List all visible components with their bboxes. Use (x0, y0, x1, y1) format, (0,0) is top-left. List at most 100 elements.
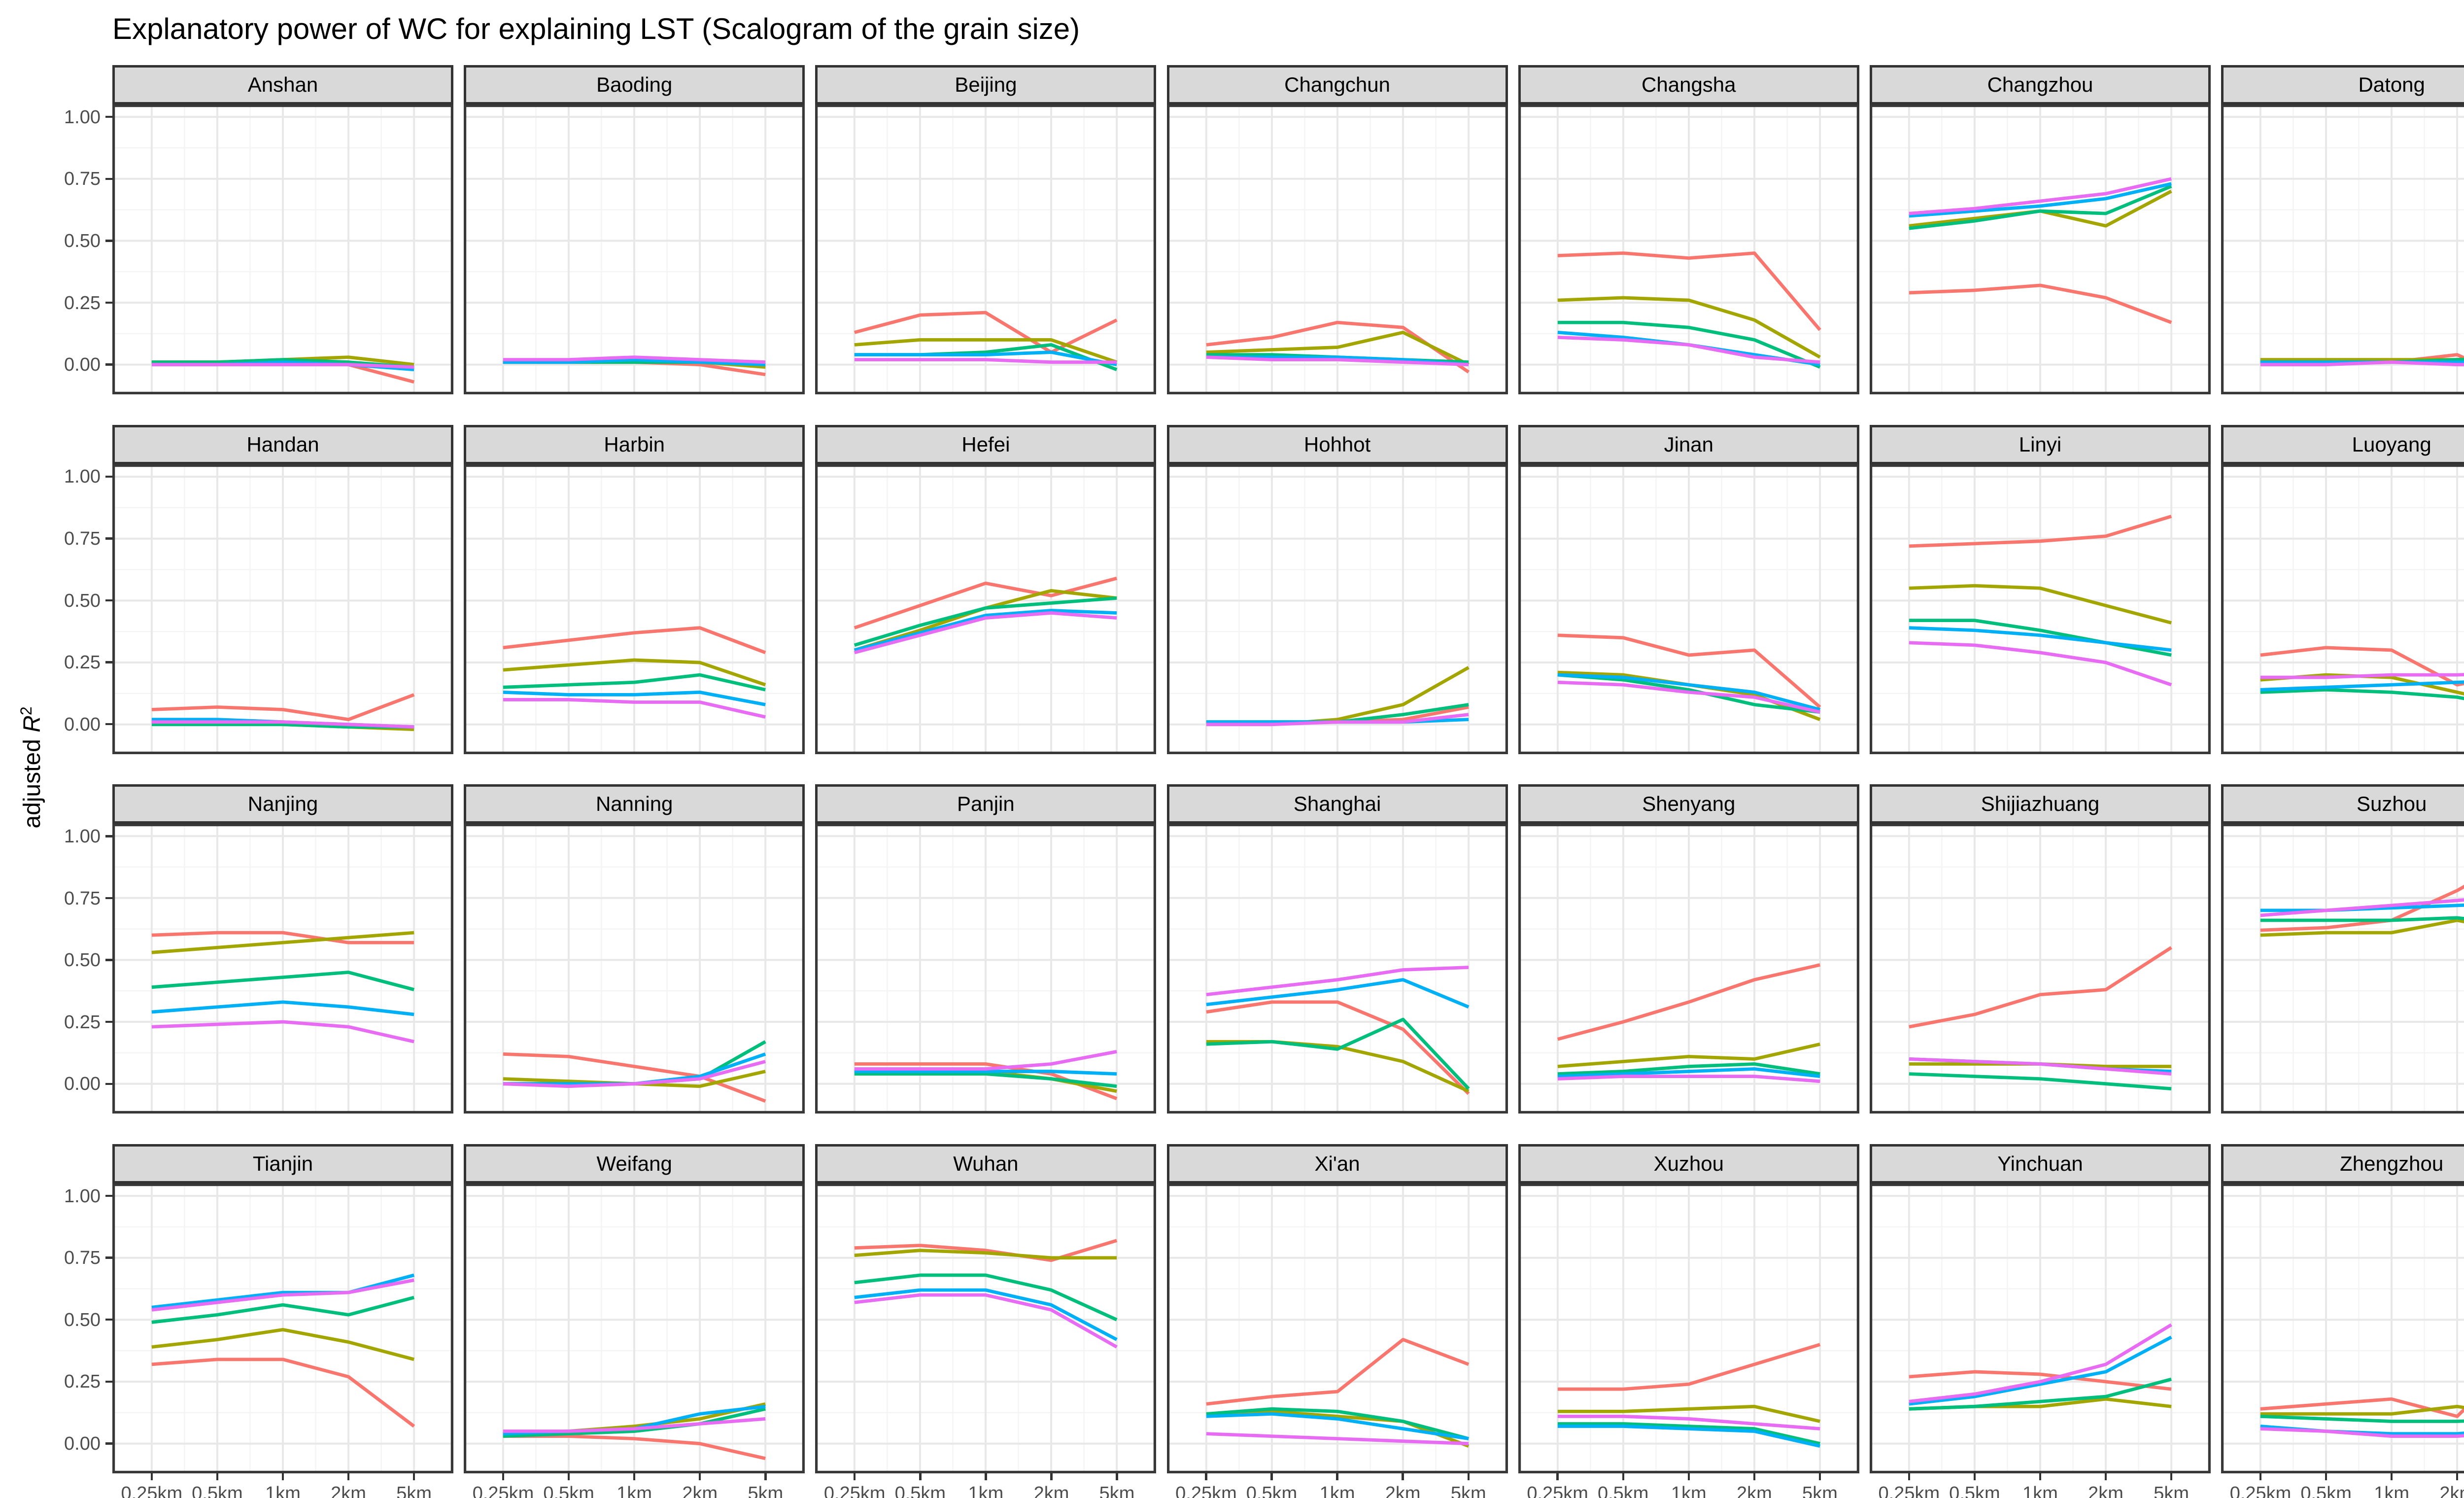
facet-panel (1870, 105, 2211, 394)
panel-plot (2221, 824, 2464, 1114)
x-axis-tick (2039, 1473, 2042, 1480)
y-axis-title: adjusted R2 (17, 689, 46, 846)
x-axis-tick (1467, 1473, 1470, 1480)
panel-plot (815, 1183, 1157, 1473)
x-axis-tick (502, 1473, 505, 1480)
x-tick-label: 2km (1385, 1483, 1421, 1498)
x-tick-label: 5km (396, 1483, 432, 1498)
panel-border (2221, 1183, 2464, 1473)
series-line-20km (2260, 1397, 2464, 1418)
facet-strip-label: Linyi (2019, 432, 2062, 456)
facet-panel (1166, 824, 1508, 1114)
y-axis-tick (105, 1442, 112, 1445)
facet-panel (112, 1183, 453, 1473)
y-axis-tick (105, 363, 112, 366)
x-tick-label: 2km (1736, 1483, 1772, 1498)
x-tick-label: 2km (682, 1483, 718, 1498)
series-line-40km (854, 596, 1117, 647)
facet-strip: Harbin (464, 424, 805, 464)
series-line-40km (151, 971, 415, 992)
panel-plot (1518, 105, 1859, 394)
facet-panel (1870, 1183, 2211, 1473)
facet-xian: Xi'an (1166, 1144, 1508, 1473)
y-axis-tick (105, 537, 112, 540)
facet-shenyang: Shenyang (1518, 784, 1859, 1114)
series-line-60km (1909, 1323, 2172, 1403)
series-line-60km (854, 1293, 1118, 1349)
panel-plot (112, 105, 453, 394)
series-line-40km (854, 1273, 1118, 1322)
facet-linyi: Linyi (1870, 424, 2211, 754)
y-axis-tick (105, 723, 112, 726)
panel-border (2221, 105, 2464, 394)
series-line-40km (1206, 1407, 1469, 1440)
x-tick-label: 1km (616, 1483, 652, 1498)
y-tick-label: 0.50 (64, 950, 101, 971)
series-line-40km (1909, 1072, 2172, 1091)
facet-panjin: Panjin (815, 784, 1157, 1114)
panel-border (1166, 464, 1508, 754)
x-tick-label: 0.5km (1246, 1483, 1298, 1498)
x-tick-label: 0.5km (1949, 1483, 2000, 1498)
x-axis-tick (1205, 1473, 1207, 1480)
facet-strip: Hohhot (1166, 424, 1508, 464)
x-axis-tick (1402, 1473, 1404, 1480)
x-axis-tick (1556, 1473, 1559, 1480)
y-axis-tick (105, 475, 112, 478)
facet-strip-label: Anshan (247, 73, 318, 96)
facet-strip-label: Shanghai (1293, 792, 1381, 816)
facet-panel (464, 105, 805, 394)
facet-shanghai: Shanghai (1166, 784, 1508, 1114)
series-line-40km (1206, 1017, 1470, 1090)
facet-panel (112, 824, 453, 1114)
facet-panel (464, 464, 805, 754)
x-axis-tick (699, 1473, 701, 1480)
facet-luoyang: Luoyang (2221, 424, 2464, 754)
facet-panel (1518, 1183, 1859, 1473)
facet-strip: Hefei (815, 424, 1157, 464)
series-line-40km (1557, 1422, 1820, 1445)
panel-plot (1166, 105, 1508, 394)
facet-strip: Nanjing (112, 784, 453, 824)
series-line-50km (1909, 626, 2172, 652)
y-axis-tick (105, 1380, 112, 1383)
series-line-60km (503, 355, 766, 364)
x-axis-tick (2104, 1473, 2107, 1480)
x-tick-label: 0.5km (894, 1483, 946, 1498)
y-axis-tick (105, 240, 112, 242)
panel-plot (464, 824, 805, 1114)
series-line-60km (1206, 355, 1469, 367)
panel-border (1870, 1183, 2211, 1473)
series-line-60km (1557, 680, 1820, 714)
series-line-30km (1557, 1404, 1820, 1423)
y-axis-tick (105, 1082, 112, 1085)
panel-border (464, 1183, 805, 1473)
facet-strip-label: Jinan (1664, 432, 1713, 456)
x-axis-tick (1908, 1473, 1911, 1480)
x-tick-label: 0.5km (2300, 1483, 2352, 1498)
facet-strip: Weifang (464, 1144, 805, 1184)
facet-panel (815, 464, 1157, 754)
facet-panel (112, 464, 453, 754)
series-line-40km (151, 1295, 415, 1324)
x-axis-tick (1336, 1473, 1338, 1480)
series-line-20km (503, 1052, 766, 1103)
x-axis-tick (1973, 1473, 1976, 1480)
x-tick-label: 1km (1671, 1483, 1707, 1498)
series-line-50km (1206, 1412, 1469, 1440)
series-line-60km (855, 1050, 1118, 1071)
series-line-60km (503, 1417, 766, 1433)
series-line-20km (854, 311, 1118, 354)
series-line-20km (151, 1358, 415, 1428)
panel-border (2221, 824, 2464, 1114)
y-axis-tick (105, 599, 112, 602)
y-tick-label: 1.00 (64, 466, 101, 488)
panel-border (815, 464, 1157, 754)
panel-plot (2221, 105, 2464, 394)
series-line-60km (1557, 1075, 1820, 1083)
panel-plot (1870, 464, 2211, 754)
facet-baoding: Baoding (464, 65, 805, 394)
y-tick-label: 1.00 (64, 1185, 101, 1207)
series-line-30km (2260, 1404, 2464, 1416)
series-line-50km (1909, 1335, 2172, 1406)
